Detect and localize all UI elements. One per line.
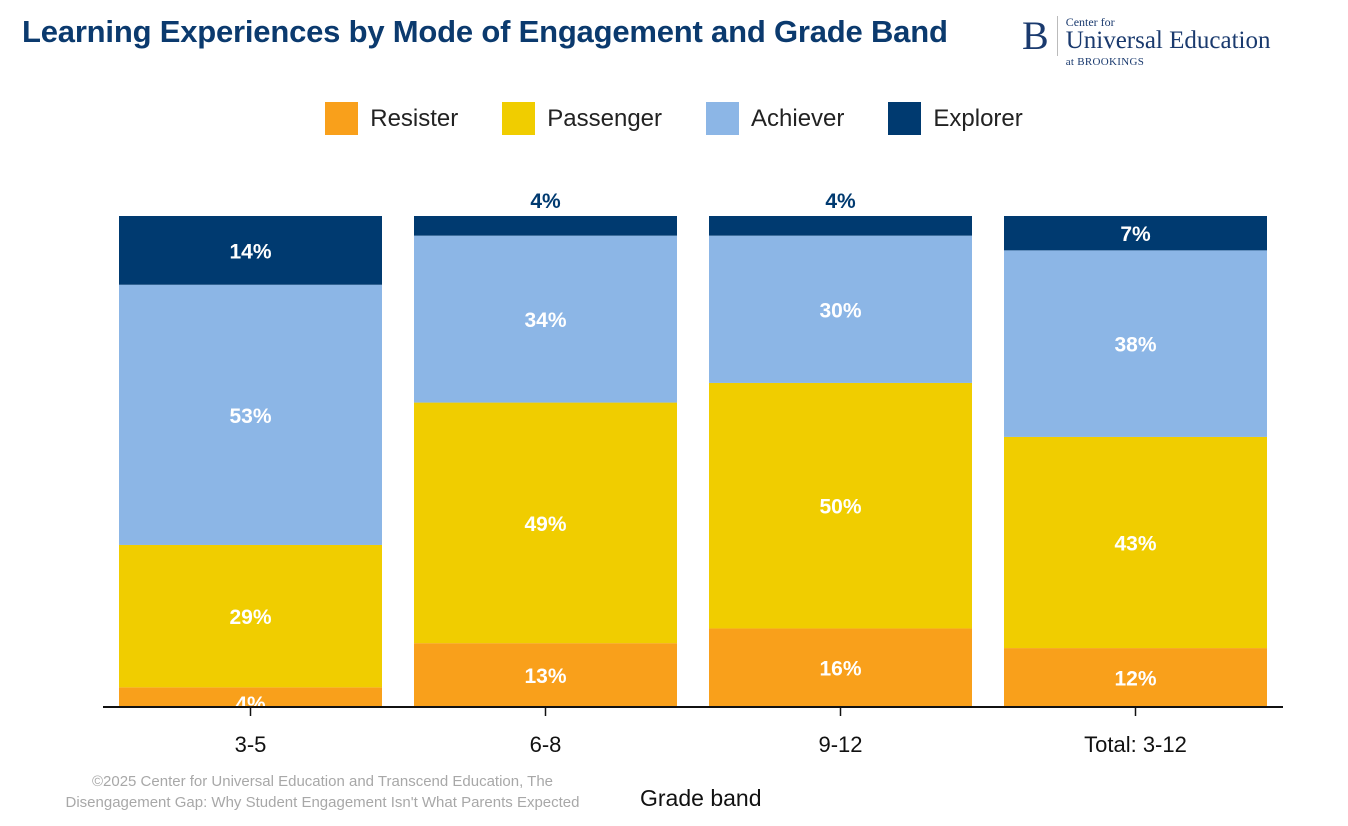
bar-segment-achiever — [414, 235, 677, 403]
data-label: 49% — [524, 513, 566, 536]
chart-title: Learning Experiences by Mode of Engageme… — [22, 14, 948, 49]
logo-line2: Universal Education — [1065, 27, 1271, 54]
legend-swatch — [888, 102, 922, 135]
data-label: 50% — [819, 496, 861, 519]
logo-line3: at BROOKINGS — [1065, 56, 1145, 68]
legend-item-passenger: Passenger — [502, 102, 662, 135]
legend-item-resister: Resister — [325, 102, 458, 135]
footer-line2: Disengagement Gap: Why Student Engagemen… — [65, 794, 580, 811]
legend-label: Explorer — [933, 104, 1023, 132]
bar-segment-achiever — [709, 235, 972, 383]
legend-label: Resister — [370, 104, 459, 132]
legend-swatch — [706, 102, 740, 135]
data-label: 4% — [530, 190, 561, 213]
bar-segment-resister — [414, 643, 677, 707]
data-label: 43% — [1114, 533, 1156, 556]
legend-item-explorer: Explorer — [888, 102, 1023, 135]
copyright-footer: ©2025 Center for Universal Education and… — [30, 771, 615, 813]
data-label: 16% — [819, 658, 861, 681]
bar-segment-resister — [709, 628, 972, 707]
data-label: 13% — [524, 665, 566, 688]
bar-segment-explorer — [119, 216, 382, 285]
bar-segment-resister — [1004, 648, 1267, 707]
x-axis-label: Grade band — [640, 785, 762, 811]
legend-item-achiever: Achiever — [706, 102, 844, 135]
data-label: 34% — [524, 309, 566, 332]
x-tick-label: 9-12 — [818, 732, 862, 757]
bar-segment-resister — [119, 687, 382, 707]
bar-segment-passenger — [709, 382, 972, 629]
data-label: 12% — [1114, 668, 1156, 691]
legend-label: Passenger — [547, 104, 663, 132]
data-label: 14% — [229, 240, 271, 263]
data-label: 4% — [235, 693, 266, 716]
bar-segment-explorer — [709, 216, 972, 236]
bar-segment-passenger — [119, 544, 382, 688]
x-tick-label: 3-5 — [235, 732, 267, 757]
bar-segment-achiever — [119, 284, 382, 545]
legend-label: Achiever — [751, 104, 845, 132]
bar-segment-explorer — [1004, 216, 1267, 251]
legend: Resister Passenger Achiever Explorer — [0, 102, 1348, 135]
legend-swatch — [325, 102, 359, 135]
data-label: 30% — [819, 299, 861, 322]
bar-segment-passenger — [414, 402, 677, 644]
data-label: 53% — [229, 405, 271, 428]
x-tick-label: 6-8 — [530, 732, 562, 757]
x-tick-label: Total: 3-12 — [1084, 732, 1187, 757]
data-label: 38% — [1114, 334, 1156, 357]
bar-segment-passenger — [1004, 436, 1267, 649]
bar-segment-explorer — [414, 216, 677, 236]
data-label: 7% — [1120, 223, 1151, 246]
data-label: 29% — [229, 606, 271, 629]
brookings-logo: B Center for Universal Education at BROO… — [1022, 16, 1271, 70]
data-label: 4% — [825, 190, 856, 213]
legend-swatch — [502, 102, 536, 135]
logo-mark: B — [1022, 16, 1058, 56]
bar-segment-achiever — [1004, 250, 1267, 437]
footer-line1: ©2025 Center for Universal Education and… — [91, 773, 554, 790]
logo-line1: Center for — [1065, 15, 1115, 29]
